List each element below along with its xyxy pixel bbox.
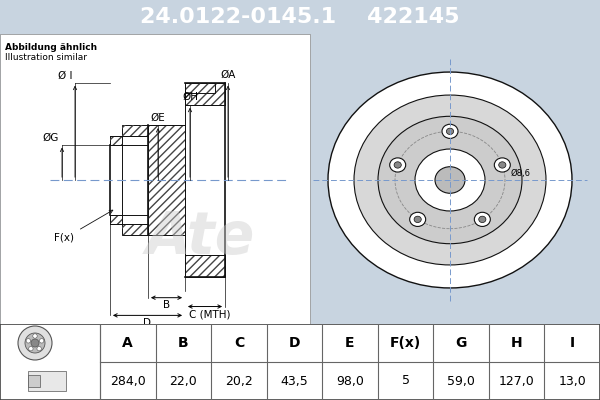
Bar: [110, 136, 122, 145]
Circle shape: [499, 162, 506, 168]
Bar: [185, 255, 225, 277]
Bar: [185, 83, 225, 105]
Text: D: D: [289, 336, 300, 350]
Text: 22,0: 22,0: [169, 374, 197, 388]
Bar: [110, 215, 122, 224]
Text: F(x): F(x): [54, 232, 74, 242]
Text: ØA: ØA: [220, 70, 236, 80]
Text: 127,0: 127,0: [499, 374, 535, 388]
Text: 24.0122-0145.1    422145: 24.0122-0145.1 422145: [140, 7, 460, 27]
Bar: [122, 125, 148, 136]
Text: H: H: [511, 336, 523, 350]
Bar: [148, 125, 185, 235]
Circle shape: [475, 212, 490, 226]
Circle shape: [414, 216, 421, 222]
Bar: [185, 83, 225, 105]
Circle shape: [378, 116, 522, 244]
Bar: [110, 215, 122, 224]
Text: C: C: [234, 336, 244, 350]
Text: D: D: [143, 318, 151, 328]
Text: 284,0: 284,0: [110, 374, 146, 388]
Text: 59,0: 59,0: [447, 374, 475, 388]
Circle shape: [389, 158, 406, 172]
Text: ØE: ØE: [151, 112, 166, 122]
Circle shape: [410, 212, 425, 226]
Bar: [122, 224, 148, 235]
Text: G: G: [455, 336, 467, 350]
Circle shape: [18, 326, 52, 360]
Circle shape: [354, 95, 546, 265]
Text: ØH: ØH: [182, 92, 198, 102]
Bar: [185, 83, 215, 93]
Circle shape: [37, 346, 41, 351]
Text: 98,0: 98,0: [336, 374, 364, 388]
Text: 5: 5: [401, 374, 410, 388]
Circle shape: [494, 158, 511, 172]
Circle shape: [33, 334, 37, 338]
Circle shape: [328, 72, 572, 288]
Bar: [122, 125, 148, 136]
Text: Ø I: Ø I: [58, 71, 72, 81]
Text: C (MTH): C (MTH): [189, 309, 231, 319]
Circle shape: [479, 216, 486, 222]
Circle shape: [31, 339, 39, 347]
Text: Ø8,6: Ø8,6: [511, 168, 531, 178]
Text: E: E: [345, 336, 355, 350]
Text: ØG: ØG: [43, 133, 59, 143]
Bar: [28, 371, 66, 391]
Text: 43,5: 43,5: [281, 374, 308, 388]
Circle shape: [446, 128, 454, 134]
Circle shape: [29, 346, 33, 351]
Bar: [0, 34, 310, 326]
Circle shape: [26, 339, 31, 343]
Text: B: B: [178, 336, 188, 350]
Bar: [122, 224, 148, 235]
Text: 20,2: 20,2: [225, 374, 253, 388]
Text: B: B: [163, 300, 170, 310]
Bar: [110, 136, 122, 145]
Circle shape: [394, 162, 401, 168]
Circle shape: [415, 149, 485, 211]
Text: 13,0: 13,0: [559, 374, 586, 388]
Circle shape: [442, 124, 458, 138]
Bar: [185, 83, 215, 93]
Text: F(x): F(x): [390, 336, 421, 350]
Text: I: I: [569, 336, 575, 350]
Text: Abbildung ähnlich: Abbildung ähnlich: [5, 43, 97, 52]
Circle shape: [40, 339, 44, 343]
Circle shape: [435, 167, 465, 193]
Bar: [185, 255, 225, 277]
Text: A: A: [122, 336, 133, 350]
Text: Illustration similar: Illustration similar: [5, 54, 87, 62]
Circle shape: [25, 333, 45, 353]
Bar: [148, 125, 185, 235]
Bar: [28, 375, 40, 387]
Text: Ate: Ate: [145, 209, 254, 266]
